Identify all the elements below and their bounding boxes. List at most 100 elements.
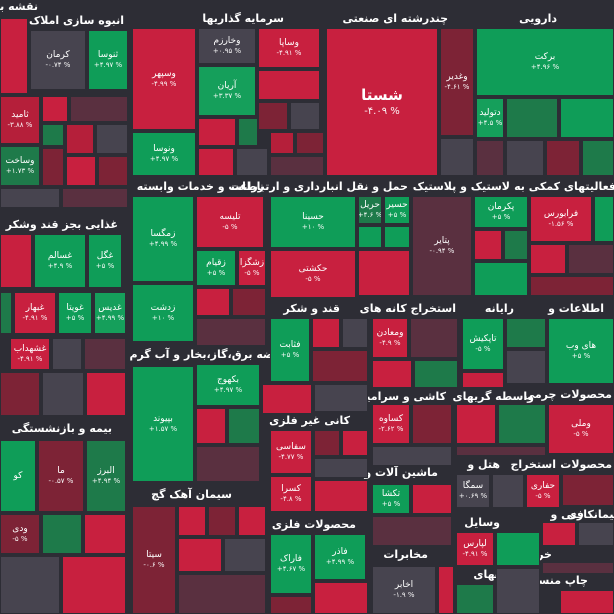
tile-vsapa[interactable]: وساپا -۴.۹۱ % xyxy=(258,28,320,68)
tile-akhaber[interactable]: اخابر -۱.۹ % xyxy=(372,566,436,614)
sector-title-market-map[interactable]: نقشه بازار xyxy=(0,0,38,13)
sector-title-hotel[interactable]: هتل و xyxy=(467,458,500,471)
tile-filler[interactable] xyxy=(474,230,502,260)
tile-zamgsa[interactable]: زمگسا +۴.۹۹ % xyxy=(132,196,194,282)
tile-filler[interactable] xyxy=(0,556,60,614)
tile-filler[interactable] xyxy=(358,226,382,248)
tile-filler[interactable] xyxy=(84,514,126,554)
tile-filler[interactable] xyxy=(542,562,614,574)
tile-filler[interactable] xyxy=(414,360,458,388)
tile-filler[interactable] xyxy=(198,148,234,176)
tile-filler[interactable] xyxy=(342,318,368,348)
tile-filler[interactable] xyxy=(52,338,82,370)
tile-filler[interactable] xyxy=(560,98,614,138)
tile-sita[interactable]: سیتا -۰.۶ % xyxy=(132,506,176,614)
tile-vmaaden[interactable]: ومعادن -۴.۹ % xyxy=(372,318,408,358)
sector-title-technical[interactable]: فنی و xyxy=(550,508,585,521)
tile-filler[interactable] xyxy=(196,288,230,316)
tile-kasave[interactable]: کساوه -۲.۶۲ % xyxy=(372,404,410,444)
tile-dtolid[interactable]: دتولید +۴.۵ % xyxy=(476,98,504,138)
tile-filler[interactable] xyxy=(290,102,320,130)
tile-filler[interactable] xyxy=(372,446,452,466)
tile-ghuita[interactable]: غویتا +۵ % xyxy=(58,292,92,334)
tile-ko[interactable]: کو xyxy=(0,440,36,512)
tile-filler[interactable] xyxy=(96,124,128,154)
sector-title-multi-industrial[interactable]: چندرشته ای صنعتی xyxy=(342,12,448,25)
sector-title-telecom[interactable]: مخابرات xyxy=(383,548,428,561)
sector-title-insurance[interactable]: بیمه و بازنشستگی xyxy=(11,422,112,435)
sector-title-utilities[interactable]: عرضه برق،گاز،بخار و آب گرم xyxy=(129,348,289,361)
tile-thamid[interactable]: ثامید -۳.۸۸ % xyxy=(0,96,40,144)
tile-kerman[interactable]: کرمان -۰.۷۴ % xyxy=(30,30,86,90)
tile-filler[interactable] xyxy=(506,318,546,348)
tile-talise[interactable]: تلیسه -۵ % xyxy=(196,196,264,248)
tile-filler[interactable] xyxy=(504,230,528,260)
tile-bkahnuj[interactable]: بکهوج +۴.۹۷ % xyxy=(196,364,260,406)
tile-ghebahar[interactable]: غبهار -۴.۹۱ % xyxy=(14,292,56,334)
tile-filler[interactable] xyxy=(42,372,84,416)
sector-title-investments[interactable]: سرمایه گذاریها xyxy=(202,12,284,25)
sector-title-printing[interactable]: چاپ منسو xyxy=(531,574,588,587)
sector-title-leather[interactable]: محصولات چرمی xyxy=(523,388,612,401)
tile-ghdis[interactable]: غدیس +۴.۹۹ % xyxy=(94,292,126,334)
tile-zshegza[interactable]: زشگزا -۵ % xyxy=(238,250,266,286)
tile-filler[interactable] xyxy=(270,596,312,614)
sector-title-financial-aux[interactable]: فعالیتهای کمکی به xyxy=(514,180,614,193)
tile-filler[interactable] xyxy=(412,484,452,514)
tile-filler[interactable] xyxy=(314,384,368,412)
tile-filler[interactable] xyxy=(270,132,294,154)
sector-title-pharma[interactable]: دارویی xyxy=(519,12,557,25)
tile-filler[interactable] xyxy=(42,514,82,554)
tile-filler[interactable] xyxy=(84,338,126,370)
tile-ptayer[interactable]: پتایر -۰.۹۴ % xyxy=(412,196,472,296)
tile-fazar[interactable]: فاذر +۴.۹۹ % xyxy=(314,534,366,580)
tile-filler[interactable] xyxy=(506,350,546,384)
tile-filler[interactable] xyxy=(42,96,68,122)
tile-filler[interactable] xyxy=(560,590,614,614)
tile-filler[interactable] xyxy=(410,318,458,358)
tile-filler[interactable] xyxy=(498,404,546,444)
sector-title-products[interactable]: محصولات xyxy=(560,458,612,471)
tile-filler[interactable] xyxy=(474,262,528,296)
tile-filler[interactable] xyxy=(496,568,540,614)
tile-filler[interactable] xyxy=(178,574,266,614)
tile-filler[interactable] xyxy=(582,140,614,176)
sector-title-computer[interactable]: رایانه xyxy=(484,302,514,315)
tile-filler[interactable] xyxy=(42,148,64,186)
tile-filler[interactable] xyxy=(224,538,266,572)
tile-filler[interactable] xyxy=(546,140,580,176)
sector-title-metal-products[interactable]: محصولات فلزی xyxy=(271,518,356,531)
tile-filler[interactable] xyxy=(0,292,12,334)
tile-hasir[interactable]: حسیر +۵ % xyxy=(384,196,410,224)
tile-filler[interactable] xyxy=(0,188,60,208)
tile-alborz[interactable]: البرز +۴.۹۴ % xyxy=(86,440,126,512)
tile-filler[interactable] xyxy=(208,506,236,536)
sector-title-rubber[interactable]: لاستیک و پلاستیک xyxy=(412,180,510,193)
sector-title-machinery[interactable]: ماشین آلات و xyxy=(364,466,438,479)
sector-title-sugar[interactable]: قند و شکر xyxy=(283,302,340,315)
tile-bpeyvand[interactable]: بپیوند +۱.۵۷ % xyxy=(132,366,194,482)
tile-filler[interactable] xyxy=(66,156,96,186)
tile-filler[interactable] xyxy=(270,156,324,176)
tile-filler[interactable] xyxy=(456,404,496,444)
tile-filler[interactable] xyxy=(506,140,544,176)
tile-barekat[interactable]: برکت +۴.۹۶ % xyxy=(476,28,614,96)
tile-filler[interactable] xyxy=(358,250,410,296)
sector-title-non-metal[interactable]: کانی غیر فلزی xyxy=(269,414,350,427)
sector-title-extraction[interactable]: استخراج xyxy=(510,458,556,471)
tile-filler[interactable] xyxy=(562,474,614,506)
tile-filler[interactable] xyxy=(86,372,126,416)
sector-title-contracting[interactable]: بیمانکاری xyxy=(566,508,614,521)
tile-filler[interactable] xyxy=(258,70,320,100)
tile-farak[interactable]: فاراک +۴.۶۷ % xyxy=(270,534,312,594)
tile-vsepehr[interactable]: وسپهر -۴.۹۹ % xyxy=(132,28,196,130)
tile-ma[interactable]: ما -۰.۵۷ % xyxy=(38,440,84,512)
tile-haril[interactable]: حریل +۴.۶ % xyxy=(358,196,382,224)
tile-lpars[interactable]: لپارس -۴.۹۱ % xyxy=(456,532,494,566)
tile-arian[interactable]: آریان +۳.۳۷ % xyxy=(198,66,256,116)
tile-filler[interactable] xyxy=(0,18,28,94)
tile-filler[interactable] xyxy=(438,566,454,614)
tile-filler[interactable] xyxy=(594,196,614,242)
tile-filler[interactable] xyxy=(412,404,452,444)
tile-filler[interactable] xyxy=(196,446,260,482)
